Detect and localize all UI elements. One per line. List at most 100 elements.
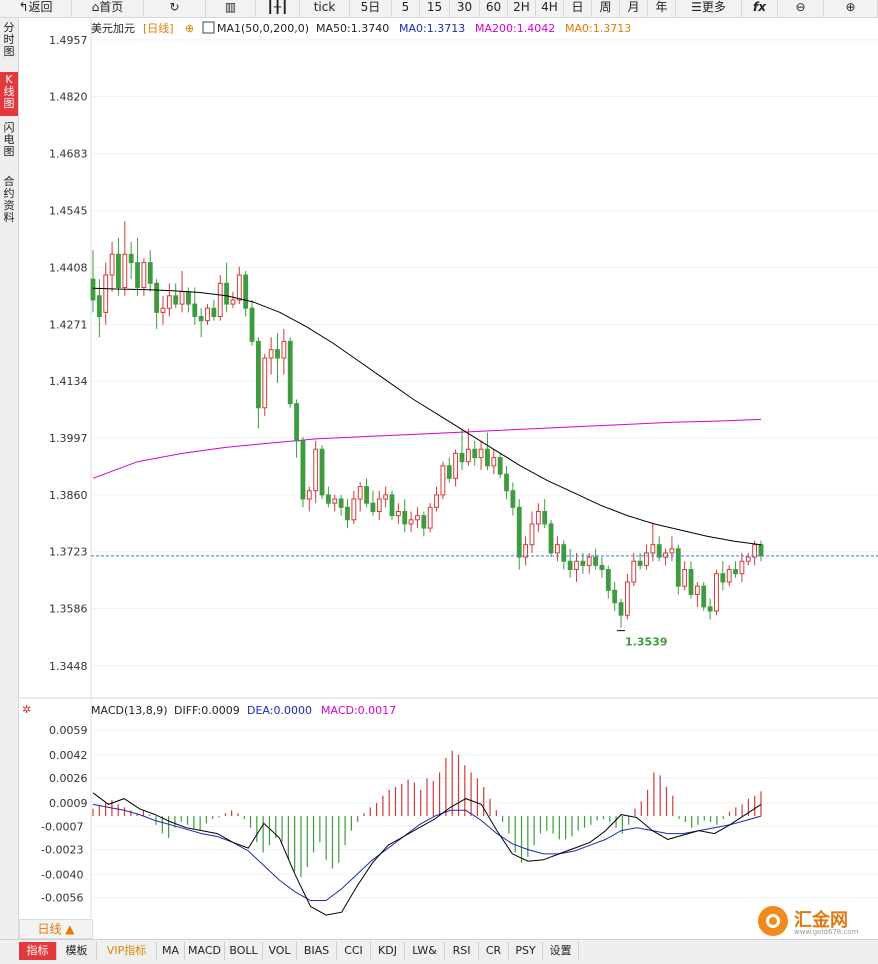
- tab-template[interactable]: 模板: [57, 942, 97, 960]
- candle-body: [535, 510, 541, 525]
- more-button[interactable]: ☰更多: [676, 0, 742, 17]
- candle-type-button[interactable]: ┃╂┃: [256, 0, 300, 17]
- tab-bias[interactable]: BIAS: [297, 942, 337, 960]
- candle-body: [370, 502, 376, 512]
- tab-lwr[interactable]: LW&: [405, 942, 445, 960]
- tab-rsi[interactable]: RSI: [445, 942, 479, 960]
- tab-cr[interactable]: CR: [479, 942, 509, 960]
- candle-body: [663, 552, 668, 558]
- zoom-out-button[interactable]: ⊖: [778, 0, 824, 17]
- candle-body: [90, 278, 96, 301]
- candle-body: [230, 299, 236, 305]
- price-y-tick: 1.4683: [49, 147, 88, 160]
- candle-body: [497, 457, 503, 475]
- period-month[interactable]: 月: [620, 0, 648, 17]
- price-y-tick: 1.4271: [49, 318, 88, 331]
- price-y-tick: 1.3997: [49, 432, 88, 445]
- candlestick-icon: ┃╂┃: [266, 0, 289, 14]
- candle-body: [198, 316, 204, 322]
- ma-settings-icon[interactable]: [202, 21, 215, 34]
- candle-body: [599, 564, 605, 571]
- tab-ma[interactable]: MA: [157, 942, 185, 960]
- candle-body: [675, 548, 681, 587]
- macd-y-ticks: 0.0059 0.0042 0.0026 0.0009 -0.0007 -0.0023 -0…: [41, 724, 88, 904]
- tab-vol[interactable]: VOL: [263, 942, 297, 960]
- period-60m[interactable]: 60: [480, 0, 508, 17]
- macd-settings-icon[interactable]: ✲: [22, 703, 31, 716]
- tab-flash-chart[interactable]: 闪电图: [3, 121, 15, 158]
- candle-body: [96, 295, 102, 318]
- candle-body: [173, 295, 179, 305]
- home-button[interactable]: ⌂首页: [72, 0, 144, 17]
- candle-body: [122, 253, 128, 288]
- period-selector[interactable]: 日线 ▲: [19, 919, 93, 939]
- period-5d[interactable]: 5日: [350, 0, 392, 17]
- back-button[interactable]: ↰返回: [0, 0, 72, 17]
- price-chart[interactable]: 1.4957 1.4820 1.4683 1.4545 1.4408 1.4271 1.41…: [49, 18, 878, 698]
- candle-body: [453, 452, 459, 479]
- price-y-tick: 1.4408: [49, 262, 88, 275]
- period-2h[interactable]: 2H: [508, 0, 536, 17]
- candle-body: [211, 307, 217, 318]
- tab-timeshare[interactable]: 分时图: [3, 21, 15, 58]
- formula-button[interactable]: fx: [742, 0, 778, 17]
- chart-type-button[interactable]: ▥: [206, 0, 256, 17]
- candle-body: [574, 560, 579, 571]
- candle-body: [510, 490, 516, 508]
- candle-body: [567, 560, 573, 571]
- tab-settings[interactable]: 设置: [543, 942, 579, 960]
- tab-kline[interactable]: K线图: [0, 72, 18, 116]
- candle-body: [465, 448, 471, 463]
- candle-body: [192, 303, 198, 318]
- period-year[interactable]: 年: [648, 0, 676, 17]
- period-4h[interactable]: 4H: [536, 0, 564, 17]
- candle-body: [217, 282, 223, 318]
- chart-area[interactable]: 1.4957 1.4820 1.4683 1.4545 1.4408 1.4271 1.41…: [19, 18, 878, 919]
- candle-body: [542, 510, 548, 525]
- period-week[interactable]: 周: [592, 0, 620, 17]
- ma50-label: MA50:1.3740: [316, 22, 389, 35]
- period-tick[interactable]: tick: [300, 0, 350, 17]
- refresh-button[interactable]: ↻: [144, 0, 206, 17]
- period-tag: [日线]: [143, 21, 174, 35]
- period-30m[interactable]: 30: [450, 0, 480, 17]
- candle-body: [446, 465, 452, 479]
- macd-chart[interactable]: ✲ MACD(13,8,9) DIFF:0.0009 DEA:0.0000 MA…: [22, 700, 878, 919]
- macd-diff-label: DIFF:0.0009: [174, 704, 240, 717]
- price-y-tick: 1.3448: [49, 660, 88, 673]
- period-15m[interactable]: 15: [420, 0, 450, 17]
- period-day[interactable]: 日: [564, 0, 592, 17]
- candle-body: [116, 253, 121, 288]
- tab-cci[interactable]: CCI: [337, 942, 371, 960]
- candle-body: [357, 486, 363, 500]
- candle-body: [669, 548, 675, 554]
- candle-body: [618, 602, 624, 616]
- candle-body: [656, 544, 662, 558]
- candle-body: [612, 589, 618, 604]
- fx-icon: fx: [753, 0, 766, 14]
- price-y-tick: 1.4545: [49, 205, 88, 218]
- candle-body: [434, 494, 439, 508]
- period-5m[interactable]: 5: [392, 0, 420, 17]
- tab-kdj[interactable]: KDJ: [371, 942, 405, 960]
- candle-body: [205, 307, 210, 322]
- tab-boll[interactable]: BOLL: [225, 942, 263, 960]
- zoom-in-button[interactable]: ⊕: [824, 0, 878, 17]
- settings-icon[interactable]: ⊕: [185, 22, 194, 35]
- candle-body: [421, 515, 427, 529]
- bar-chart-icon: ▥: [224, 0, 237, 14]
- tab-macd[interactable]: MACD: [185, 942, 225, 960]
- candle-body: [275, 349, 280, 359]
- logo-mark-icon: [758, 906, 788, 936]
- macd-histogram: [92, 750, 762, 878]
- candle-body: [739, 560, 745, 575]
- tab-contract-info[interactable]: 合约资料: [3, 175, 15, 224]
- candle-body: [491, 457, 497, 467]
- tab-indicator[interactable]: 指标: [19, 942, 57, 960]
- candle-body: [694, 585, 700, 595]
- macd-lines: [92, 792, 762, 916]
- tab-vip-indicator[interactable]: VIP指标: [97, 942, 157, 960]
- candle-body: [504, 473, 509, 492]
- macd-title: MACD(13,8,9): [91, 704, 168, 717]
- tab-psy[interactable]: PSY: [509, 942, 543, 960]
